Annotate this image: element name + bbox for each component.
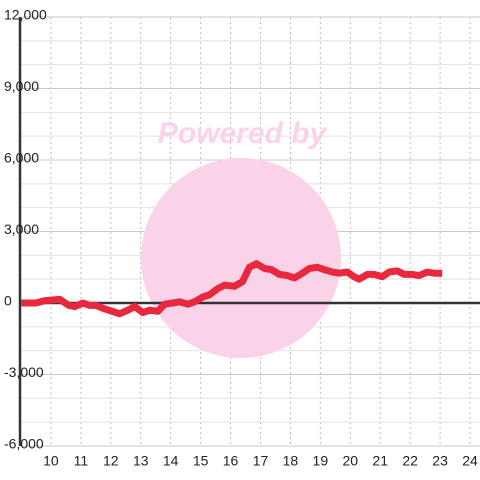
x-tick-label: 12 (103, 453, 119, 469)
y-tick-label: 9,000 (4, 78, 39, 94)
watermark: Powered by (158, 117, 328, 150)
x-tick-label: 16 (223, 453, 239, 469)
y-tick-label: -3,000 (4, 364, 44, 380)
x-tick-label: 10 (43, 453, 59, 469)
x-tick-label: 17 (253, 453, 269, 469)
x-tick-label: 19 (313, 453, 329, 469)
x-tick-label: 11 (74, 453, 89, 469)
x-tick-label: 20 (342, 453, 358, 469)
x-tick-label: 22 (402, 453, 418, 469)
x-tick-label: 15 (193, 453, 209, 469)
x-tick-label: 23 (432, 453, 448, 469)
y-tick-label: 3,000 (4, 221, 39, 237)
x-tick-label: 24 (462, 453, 478, 469)
y-tick-label: 12,000 (4, 7, 47, 23)
y-tick-label: -6,000 (4, 436, 44, 452)
x-tick-label: 13 (133, 453, 149, 469)
x-tick-label: 21 (372, 453, 388, 469)
x-tick-label: 18 (283, 453, 299, 469)
y-tick-label: 0 (4, 293, 12, 309)
line-series (20, 260, 443, 318)
watermark-logo (141, 158, 341, 358)
x-tick-label: 14 (163, 453, 179, 469)
y-tick-label: 6,000 (4, 150, 39, 166)
